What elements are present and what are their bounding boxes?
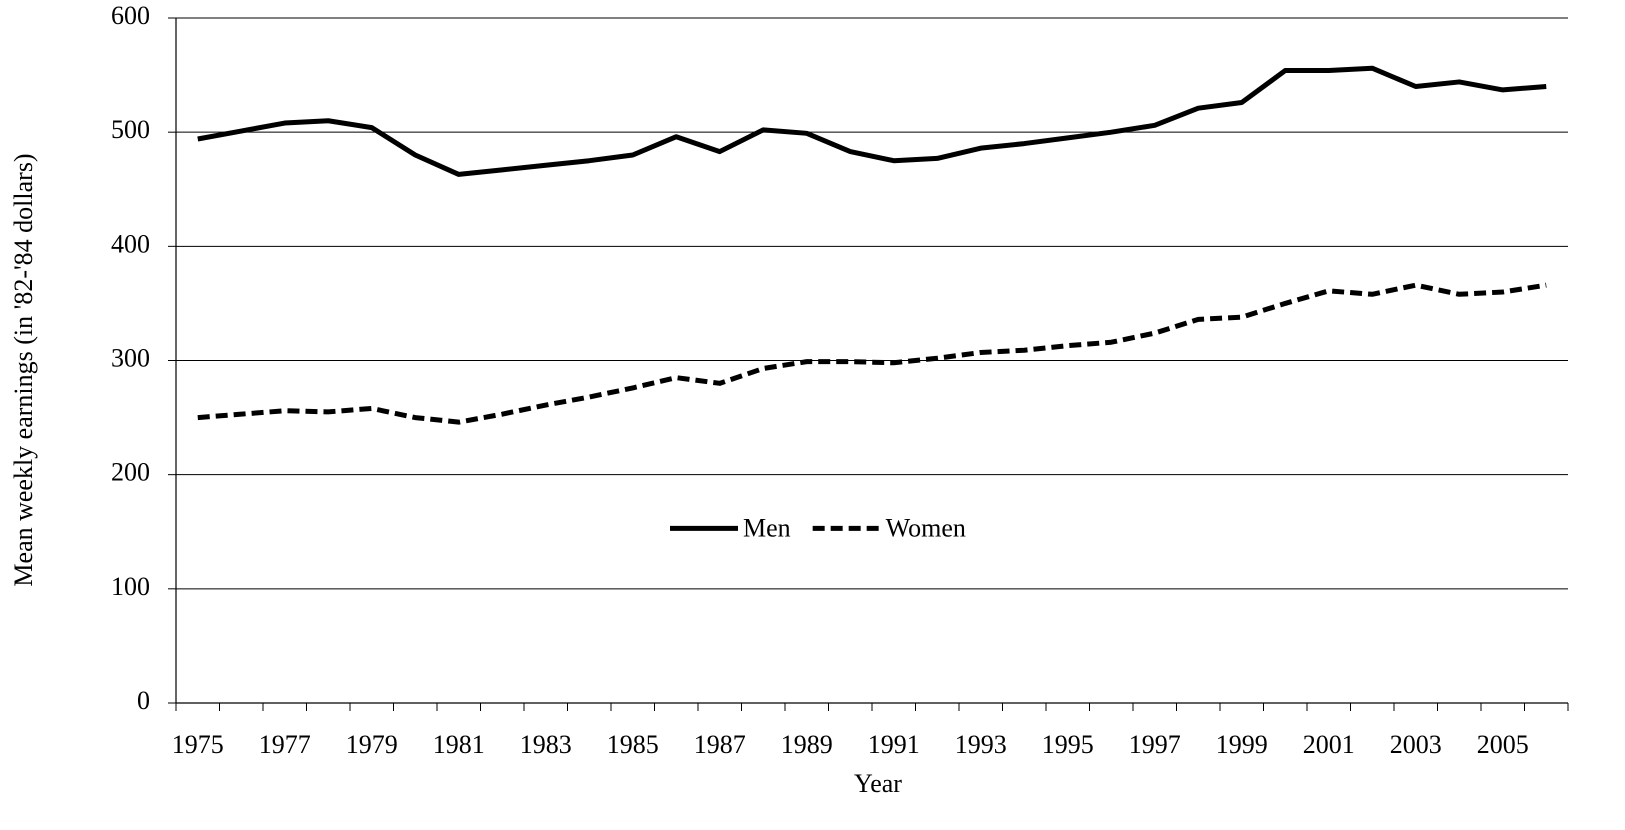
- y-tick-label: 200: [111, 458, 150, 487]
- x-tick-label: 2001: [1303, 730, 1355, 759]
- x-tick-label: 1989: [781, 730, 833, 759]
- x-tick-label: 1979: [346, 730, 398, 759]
- line-series: [197, 282, 1547, 425]
- legend-label: Women: [886, 513, 966, 542]
- y-tick-label: 0: [137, 686, 150, 715]
- y-tick-label: 600: [111, 1, 150, 30]
- x-tick-label: 1977: [259, 730, 311, 759]
- line-series: [197, 65, 1547, 177]
- x-tick-label: 1975: [172, 730, 224, 759]
- y-axis-title: Mean weekly earnings (in '82-'84 dollars…: [9, 153, 38, 586]
- x-tick-label: 1985: [607, 730, 659, 759]
- y-tick-label: 100: [111, 572, 150, 601]
- x-tick-label: 1991: [868, 730, 920, 759]
- x-tick-label: 2003: [1390, 730, 1442, 759]
- x-axis-title: Year: [854, 769, 902, 798]
- x-tick-label: 1993: [955, 730, 1007, 759]
- y-tick-label: 400: [111, 229, 150, 258]
- y-tick-label: 500: [111, 115, 150, 144]
- y-tick-label: 300: [111, 343, 150, 372]
- x-tick-label: 1997: [1129, 730, 1181, 759]
- x-tick-label: 1983: [520, 730, 572, 759]
- x-tick-label: 2005: [1477, 730, 1529, 759]
- x-tick-label: 1995: [1042, 730, 1094, 759]
- x-tick-label: 1987: [694, 730, 746, 759]
- x-tick-label: 1981: [433, 730, 485, 759]
- legend-label: Men: [743, 513, 791, 542]
- x-tick-label: 1999: [1216, 730, 1268, 759]
